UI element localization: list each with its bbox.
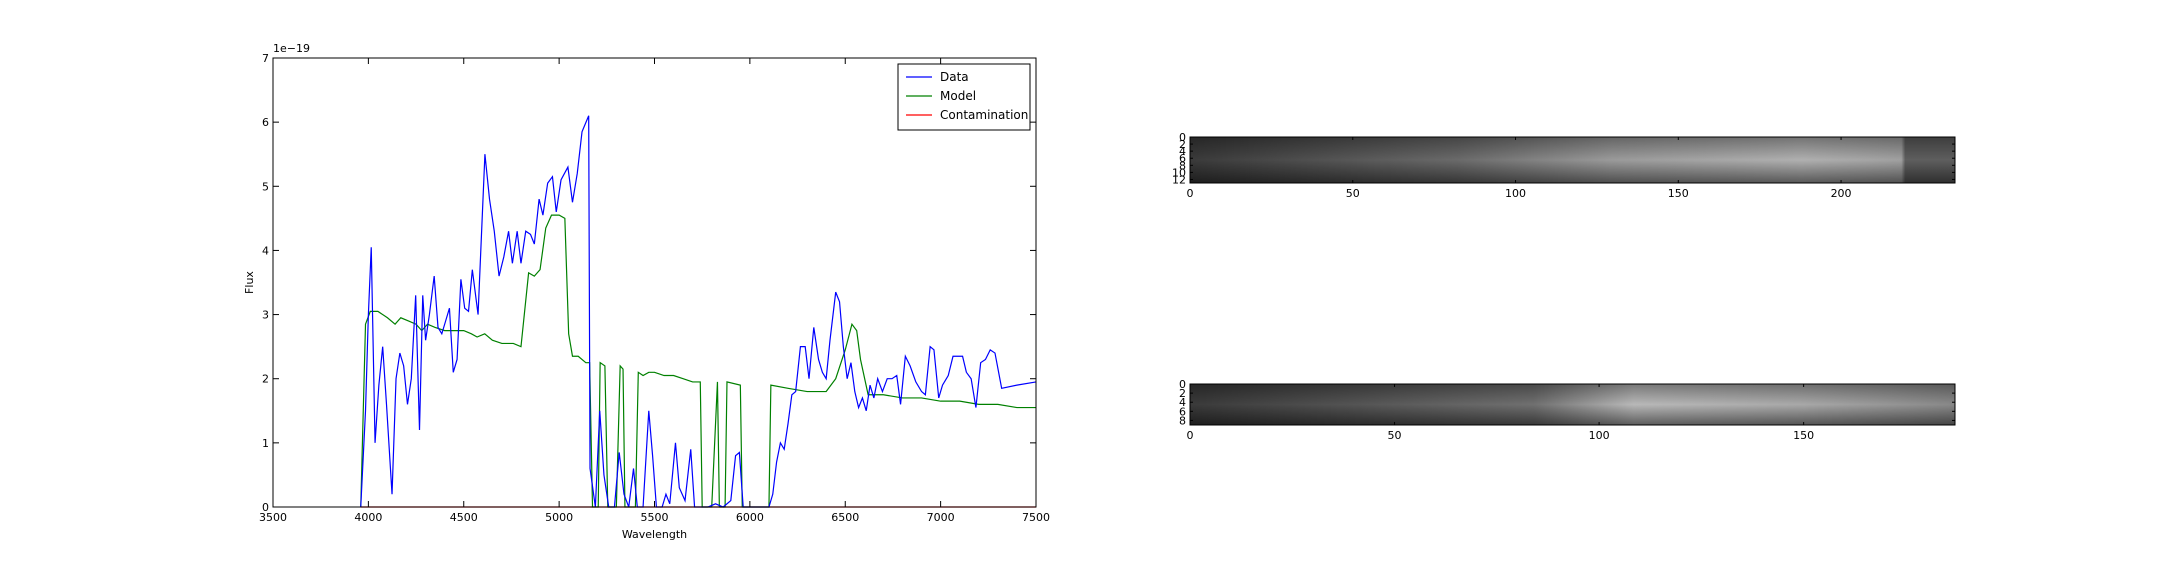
y-axis-label: Flux [243, 271, 256, 294]
y-tick-label: 8 [1179, 159, 1186, 172]
x-tick-label: 0 [1187, 187, 1194, 200]
offset-text: 1e−19 [273, 42, 310, 55]
x-tick-label: 100 [1505, 187, 1526, 200]
y-tick-label: 0 [1179, 378, 1186, 391]
legend-label: Model [940, 89, 976, 103]
y-tick-label: 6 [1179, 405, 1186, 418]
y-tick-label: 2 [262, 373, 269, 386]
y-tick-label: 2 [1179, 387, 1186, 400]
y-tick-label: 2 [1179, 138, 1186, 151]
x-tick-label: 0 [1187, 429, 1194, 442]
x-tick-label: 50 [1346, 187, 1360, 200]
legend-label: Contamination [940, 108, 1028, 122]
image-shade [1190, 384, 1955, 425]
series-line [360, 214, 1036, 508]
x-axis-label: Wavelength [622, 528, 687, 541]
y-tick-label: 0 [1179, 131, 1186, 144]
x-tick-label: 4500 [450, 511, 478, 524]
y-tick-label: 4 [1179, 145, 1186, 158]
x-tick-label: 4000 [354, 511, 382, 524]
legend-label: Data [940, 70, 969, 84]
x-tick-label: 200 [1831, 187, 1852, 200]
y-tick-label: 4 [1179, 396, 1186, 409]
y-tick-label: 1 [262, 437, 269, 450]
series-line [360, 115, 1037, 508]
y-tick-label: 6 [262, 116, 269, 129]
x-tick-label: 150 [1793, 429, 1814, 442]
y-tick-label: 5 [262, 180, 269, 193]
x-tick-label: 6500 [831, 511, 859, 524]
y-tick-label: 12 [1172, 173, 1186, 186]
axes-frame [1189, 136, 1956, 184]
y-tick-label: 3 [262, 309, 269, 322]
axes-frame [272, 57, 1037, 508]
y-tick-label: 10 [1172, 166, 1186, 179]
x-tick-label: 100 [1589, 429, 1610, 442]
x-tick-label: 6000 [736, 511, 764, 524]
x-tick-label: 3500 [259, 511, 287, 524]
x-tick-label: 5000 [545, 511, 573, 524]
y-tick-label: 4 [262, 244, 269, 257]
y-tick-label: 6 [1179, 152, 1186, 165]
x-tick-label: 7500 [1022, 511, 1050, 524]
legend-box [897, 63, 1031, 131]
x-tick-label: 50 [1388, 429, 1402, 442]
image-shade [1190, 137, 1955, 183]
x-tick-label: 5500 [641, 511, 669, 524]
x-tick-label: 150 [1668, 187, 1689, 200]
y-tick-label: 7 [262, 52, 269, 65]
y-tick-label: 0 [262, 501, 269, 514]
x-tick-label: 7000 [927, 511, 955, 524]
axes-frame [1189, 383, 1956, 426]
y-tick-label: 8 [1179, 414, 1186, 427]
